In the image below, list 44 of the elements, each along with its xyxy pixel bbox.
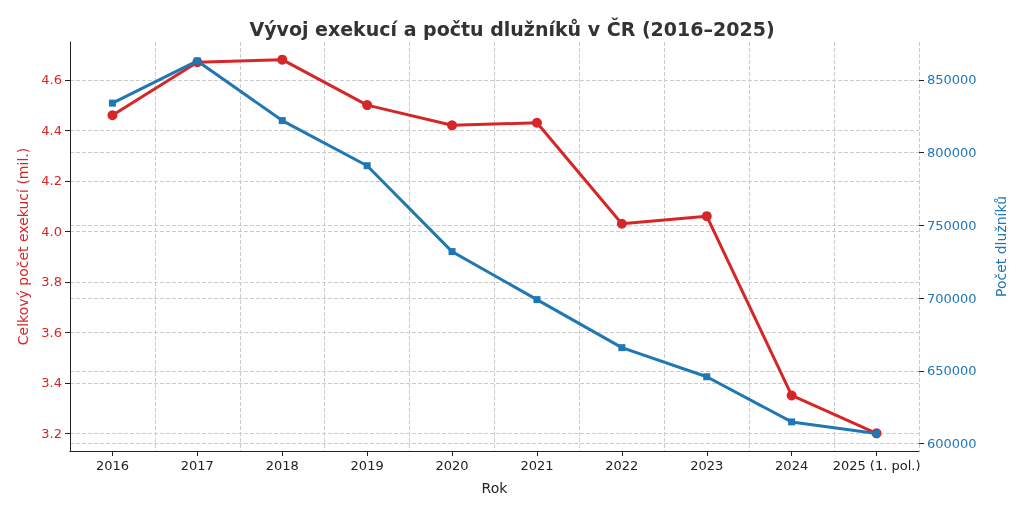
y-tick-label: 4.2 bbox=[41, 173, 62, 189]
point bbox=[277, 54, 288, 65]
point bbox=[278, 117, 286, 125]
point bbox=[616, 218, 627, 229]
point bbox=[618, 344, 626, 352]
point bbox=[108, 99, 116, 107]
y-tick-label: 3.4 bbox=[41, 375, 62, 391]
point bbox=[703, 373, 711, 381]
y-tick-label: 4.6 bbox=[41, 72, 62, 88]
x-tick-label: 2023 bbox=[690, 458, 724, 473]
point bbox=[531, 117, 542, 128]
x-tick-label: 2016 bbox=[95, 458, 129, 473]
point bbox=[786, 390, 797, 401]
y2-tick-label: 750000 bbox=[927, 217, 977, 233]
y-tick-label: 3.8 bbox=[41, 274, 62, 290]
chart-title: Vývoj exekucí a počtu dlužníků v ČR (2016–2025) bbox=[249, 16, 775, 40]
y2-tick-label: 600000 bbox=[927, 436, 977, 452]
x-tick-label: 2025 (1. pol.) bbox=[832, 458, 921, 473]
point bbox=[447, 120, 458, 131]
y2-tick-label: 700000 bbox=[927, 290, 977, 306]
x-tick-label: 2024 bbox=[775, 458, 809, 473]
x-tick-label: 2019 bbox=[350, 458, 384, 473]
x-tick-label: 2018 bbox=[265, 458, 299, 473]
y-tick-label: 4.4 bbox=[41, 122, 62, 138]
point bbox=[701, 211, 712, 222]
x-axis-title: Rok bbox=[481, 480, 509, 496]
point bbox=[363, 162, 371, 170]
x-tick-label: 2022 bbox=[605, 458, 639, 473]
y2-tick-label: 850000 bbox=[927, 72, 977, 88]
y-axis-title: Celkový počet exekucí (mil.) bbox=[15, 147, 31, 346]
x-tick-label: 2017 bbox=[180, 458, 214, 473]
point bbox=[533, 296, 541, 304]
y-tick-label: 3.6 bbox=[41, 324, 62, 340]
point bbox=[362, 100, 373, 111]
x-tick-label: 2021 bbox=[520, 458, 554, 473]
y2-tick-label: 800000 bbox=[927, 145, 977, 161]
y-tick-label: 3.2 bbox=[41, 425, 62, 441]
point bbox=[107, 110, 118, 121]
y-tick-label: 4.0 bbox=[41, 223, 62, 239]
x-tick-label: 2020 bbox=[435, 458, 469, 473]
point bbox=[448, 248, 456, 256]
point bbox=[788, 418, 796, 426]
y2-tick-label: 650000 bbox=[927, 363, 977, 379]
y2-axis-title: Počet dlužníků bbox=[993, 195, 1009, 298]
